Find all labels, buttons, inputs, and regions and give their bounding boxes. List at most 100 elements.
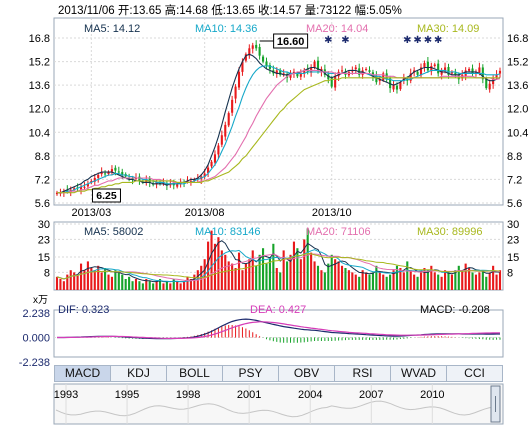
volume-bar (66, 274, 69, 290)
volume-bar (347, 270, 350, 290)
event-marker: ✱ (403, 35, 411, 46)
volume-bar (179, 283, 182, 290)
candle-body (392, 85, 395, 90)
candle-body (251, 45, 254, 49)
event-marker: ✱ (434, 35, 442, 46)
quote-high: 高:14.68 (164, 5, 209, 17)
tab-kdj[interactable]: KDJ (111, 366, 167, 381)
volume-bar (59, 279, 62, 290)
volume-bar (162, 283, 165, 290)
volume-bar (169, 283, 172, 290)
volume-bar (437, 274, 440, 290)
tab-macd[interactable]: MACD (55, 366, 111, 381)
volume-bar (299, 259, 302, 290)
volume-bar (471, 272, 474, 290)
candle-body (90, 180, 93, 183)
ma30-line (57, 77, 501, 194)
candle-body (224, 124, 227, 137)
timeline-year: 2004 (298, 389, 322, 401)
candle-body (227, 113, 230, 126)
volume-bar (141, 283, 144, 290)
candle-body (395, 85, 399, 90)
volume-bar (282, 250, 285, 290)
price-tick-right: 13.6 (507, 80, 528, 92)
volume-tick-right: 23 (507, 234, 519, 246)
candle-body (217, 145, 220, 155)
volume-bar (258, 254, 261, 290)
candle-body (361, 70, 364, 75)
volume-bar (189, 279, 192, 290)
volume-bar (492, 265, 495, 290)
tab-rsi[interactable]: RSI (335, 366, 391, 381)
volume-bar (183, 281, 186, 290)
tab-cci[interactable]: CCI (464, 366, 485, 380)
tab-psy[interactable]: PSY (223, 366, 279, 381)
candle-body (382, 73, 385, 81)
volume-bar (375, 265, 378, 290)
volume-bar (279, 272, 282, 290)
macd-tick: 0.000 (22, 333, 50, 345)
candle-body (495, 74, 498, 78)
price-legend-2: MA20: 14.04 (306, 23, 368, 35)
volume-bar (474, 274, 478, 290)
volume-bar (330, 254, 333, 290)
volume-bar (327, 263, 330, 290)
candle-body (110, 169, 114, 172)
volume-bar (134, 279, 138, 290)
volume-bar (76, 274, 79, 290)
candle-body (279, 69, 282, 75)
timeline-year: 2001 (237, 389, 261, 401)
candle-body (86, 183, 89, 187)
date-label: 2013/08 (185, 207, 225, 219)
volume-bar (93, 270, 96, 290)
candle-body (258, 46, 261, 56)
candle-body (97, 175, 100, 178)
volume-bar (461, 270, 464, 290)
candle-body (231, 99, 234, 113)
volume-bar (488, 272, 491, 290)
volume-panel: 30 30 23 23 15 15 8 8 x万 MA5: 58002 MA10: 83146 MA2… (33, 219, 519, 306)
price-tick-right: 10.4 (507, 127, 528, 139)
candle-body (365, 68, 368, 70)
volume-bar (368, 274, 371, 290)
volume-bar (110, 276, 114, 290)
candle-body (399, 82, 402, 90)
candle-body (203, 173, 206, 177)
volume-bar (392, 270, 395, 290)
price-tick-left: 7.2 (35, 174, 50, 186)
volume-bar (416, 276, 419, 290)
quote-close: 收:14.57 (257, 5, 302, 17)
price-tick-left: 10.4 (29, 127, 50, 139)
tab-obv[interactable]: OBV (279, 366, 335, 381)
candle-body (114, 167, 117, 171)
tab-boll[interactable]: BOLL (167, 366, 223, 381)
volume-bar (217, 237, 220, 290)
volume-bar (413, 274, 416, 290)
volume-bar (430, 265, 433, 290)
indicator-tabs: MACD KDJ BOLL PSY OBV RSI WVAD CCI (54, 365, 503, 382)
candle-body (275, 70, 278, 74)
candle-body (443, 67, 447, 71)
quote-header: 2013/11/06 开:13.65 高:14.68 低:13.65 收:14.… (58, 2, 402, 18)
volume-bar (55, 276, 59, 290)
macd-panel: 2.238 0.000 -2.238 DIF: 0.323 DEA: 0.427 MACD… (19, 304, 503, 369)
date-label: 2013/10 (312, 207, 352, 219)
candle-body (334, 76, 337, 88)
timeline-navigator[interactable]: 1993 1995 1998 2001 2004 2007 2010 (53, 383, 504, 425)
candle-body (66, 189, 69, 192)
quote-change: 幅:5.05% (354, 5, 402, 17)
volume-bar (152, 283, 155, 290)
volume-bar (313, 261, 316, 290)
volume-bar (378, 272, 381, 290)
tab-wvad[interactable]: WVAD (391, 366, 447, 381)
volume-bar (62, 281, 65, 290)
volume-bar (207, 241, 210, 290)
price-panel: 16.8 16.8 15.2 15.2 13.6 13.6 12.0 12.0 10.4 10.4… (29, 18, 528, 219)
candle-body (416, 71, 419, 75)
volume-bar (114, 270, 117, 290)
volume-ma30-line (56, 252, 501, 280)
candle-body (268, 65, 271, 69)
volume-bar (310, 252, 313, 290)
volume-bar (255, 265, 258, 290)
volume-bar (402, 272, 405, 290)
